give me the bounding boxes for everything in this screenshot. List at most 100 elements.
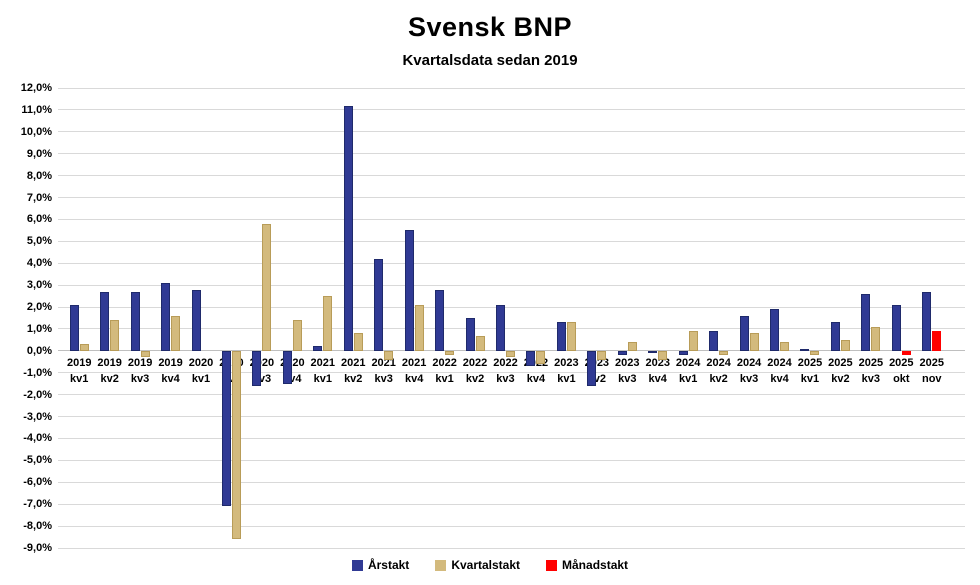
bar-kvartalstakt (566, 322, 576, 351)
legend-swatch-icon (546, 559, 558, 571)
bar-kvartalstakt (292, 320, 302, 351)
bar-kvartalstakt (231, 350, 241, 540)
y-axis-tick-label: 5,0% (26, 235, 52, 248)
bar-arstakt (496, 304, 505, 351)
bar-arstakt (739, 315, 749, 351)
bar-kvartalstakt (384, 350, 394, 360)
x-axis-category-label: 2020 kv1 (184, 355, 218, 387)
bar-kvartalstakt (353, 333, 363, 351)
y-axis-tick-label: -8,0% (23, 520, 52, 533)
x-label-period: kv4 (404, 372, 424, 385)
bar-arstakt (313, 346, 323, 351)
x-label-period: kv2 (465, 372, 485, 385)
bar-arstakt (282, 350, 292, 384)
bar-arstakt (130, 291, 140, 351)
x-label-year: 2021 (341, 356, 366, 369)
x-label-period: kv1 (191, 372, 211, 385)
x-label-year: 2022 (493, 356, 518, 369)
bar-arstakt (800, 348, 810, 351)
bar-kvartalstakt (414, 304, 424, 351)
x-axis-category-label: 2023 kv2 (580, 355, 614, 387)
gridline (58, 459, 965, 461)
x-axis-category-label: 2021 kv3 (366, 355, 400, 387)
bar-kvartalstakt (79, 344, 89, 351)
bar-kvartalstakt (658, 350, 668, 360)
bar-arstakt (678, 350, 688, 356)
bar-arstakt (770, 309, 780, 351)
x-label-year: 2025 (797, 356, 823, 369)
legend-swatch-icon (435, 559, 447, 571)
x-label-year: 2023 (645, 356, 670, 369)
x-label-year: 2025 (828, 356, 853, 369)
bar-arstakt (374, 258, 384, 351)
x-label-year: 2021 (401, 356, 427, 369)
bar-arstakt (648, 350, 658, 354)
bar-arstakt (556, 322, 566, 351)
legend-item-manadstakt: Månadstakt (546, 558, 628, 572)
x-label-year: 2020 (188, 356, 214, 369)
x-axis-category-label: 2025 okt (884, 355, 918, 387)
x-label-year: 2024 (736, 356, 762, 369)
x-label-period: kv1 (435, 372, 454, 385)
bar-kvartalstakt (840, 339, 850, 351)
gridline (58, 437, 965, 439)
gridline (58, 503, 965, 505)
x-label-period: kv2 (831, 372, 850, 385)
bar-arstakt (891, 304, 901, 351)
x-label-year: 2022 (432, 356, 457, 369)
y-axis-tick-label: 2,0% (26, 301, 52, 314)
x-label-year: 2024 (767, 356, 792, 369)
y-axis-tick-label: 6,0% (26, 213, 52, 226)
y-axis-tick-label: 1,0% (26, 322, 52, 335)
x-label-period: kv2 (709, 372, 728, 385)
y-axis-tick-label: 3,0% (26, 279, 52, 292)
x-axis-category-label: 2023 kv1 (549, 355, 583, 387)
y-axis-tick-label: 7,0% (26, 191, 52, 204)
x-label-period: kv4 (526, 372, 546, 385)
x-axis-category-label: 2022 kv1 (427, 355, 461, 387)
x-label-year: 2025 (889, 356, 914, 369)
x-axis-category-label: 2019 kv1 (62, 355, 96, 387)
x-label-period: kv1 (800, 372, 820, 385)
gridline (58, 131, 965, 133)
x-axis-category-label: 2024 kv1 (671, 355, 705, 387)
x-label-year: 2019 (66, 356, 92, 369)
x-label-year: 2020 (249, 356, 275, 369)
gridline (58, 218, 965, 220)
bar-arstakt (343, 105, 353, 351)
x-axis-category-label: 2020 kv3 (245, 355, 279, 387)
legend-label: Kvartalstakt (451, 558, 521, 572)
y-axis-tick-label: 12,0% (20, 82, 52, 94)
bar-kvartalstakt (810, 350, 820, 356)
x-label-year: 2019 (97, 356, 122, 369)
legend-label: Årstakt (367, 558, 410, 572)
gridline (58, 284, 965, 286)
x-label-period: kv3 (739, 372, 759, 385)
x-label-period: kv1 (70, 372, 89, 385)
x-label-period: kv3 (252, 372, 272, 385)
x-label-year: 2022 (462, 356, 488, 369)
x-label-period: kv3 (618, 372, 637, 385)
gridline (58, 481, 965, 483)
x-label-period: kv2 (587, 372, 606, 385)
bar-arstakt (861, 293, 871, 351)
bar-kvartalstakt (780, 342, 790, 351)
x-axis-category-label: 2019 kv4 (153, 355, 187, 387)
x-axis-category-label: 2023 kv4 (641, 355, 675, 387)
bar-kvartalstakt (140, 350, 150, 358)
legend-item-arstakt: Årstakt (351, 558, 410, 572)
x-label-year: 2019 (127, 356, 153, 369)
x-label-year: 2021 (371, 356, 396, 369)
bar-kvartalstakt (688, 331, 698, 351)
x-label-period: kv1 (557, 372, 576, 385)
gridline (58, 372, 965, 374)
x-axis-category-label: 2025 kv1 (793, 355, 827, 387)
x-label-year: 2024 (675, 356, 701, 369)
bar-kvartalstakt (597, 350, 607, 360)
bar-kvartalstakt (445, 350, 455, 356)
x-label-period: kv3 (496, 372, 515, 385)
x-axis-category-label: 2024 kv2 (701, 355, 735, 387)
chart-subtitle: Kvartalsdata sedan 2019 (402, 52, 578, 69)
bar-arstakt (404, 230, 414, 351)
y-axis-tick-label: -3,0% (23, 410, 52, 423)
